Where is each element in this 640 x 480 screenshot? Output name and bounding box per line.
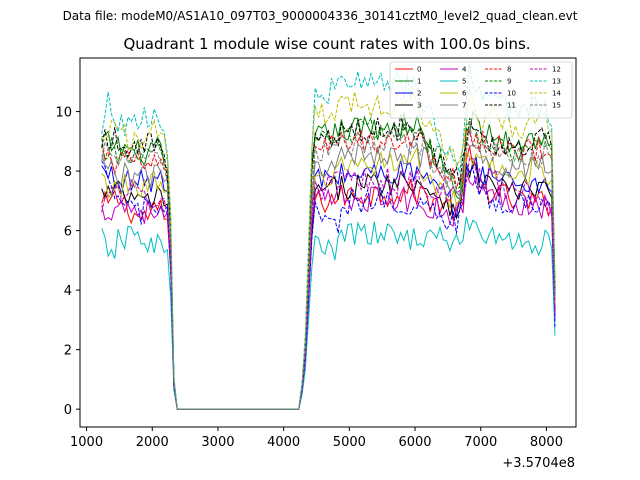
chart-title: Quadrant 1 module wise count rates with …: [123, 35, 530, 53]
legend-label-6: 6: [462, 90, 467, 98]
x-tick-label: 3000: [201, 435, 234, 450]
x-tick-label: 4000: [267, 435, 300, 450]
x-offset-label: +3.5704e8: [502, 456, 575, 471]
series-line-10: [101, 160, 556, 410]
y-tick-label: 2: [64, 344, 72, 359]
axes-frame: [79, 57, 577, 428]
legend-label-13: 13: [552, 78, 561, 86]
x-tick-label: 1000: [70, 435, 103, 450]
y-tick-label: 4: [64, 284, 72, 299]
legend-label-5: 5: [462, 78, 466, 86]
series-line-15: [101, 122, 556, 410]
y-tick-label: 8: [64, 165, 72, 180]
x-tick-label: 5000: [333, 435, 366, 450]
legend-label-3: 3: [417, 102, 421, 110]
legend-label-2: 2: [417, 90, 421, 98]
legend-label-0: 0: [417, 66, 421, 74]
x-tick-label: 8000: [530, 435, 563, 450]
suptitle: Data file: modeM0/AS1A10_097T03_90000043…: [63, 9, 578, 23]
y-tick-label: 0: [64, 403, 72, 418]
legend-label-1: 1: [417, 78, 421, 86]
legend-label-10: 10: [507, 90, 516, 98]
y-tick-label: 10: [55, 106, 72, 121]
x-tick-label: 7000: [464, 435, 497, 450]
series-line-14: [101, 89, 556, 410]
legend-label-12: 12: [552, 66, 561, 74]
y-tick-label: 6: [64, 225, 72, 240]
legend-label-8: 8: [507, 66, 511, 74]
legend-label-15: 15: [552, 102, 561, 110]
legend-label-4: 4: [462, 66, 467, 74]
legend-label-11: 11: [507, 102, 516, 110]
legend-label-14: 14: [552, 90, 561, 98]
legend-box: [389, 61, 573, 119]
legend-label-9: 9: [507, 78, 511, 86]
legend-label-7: 7: [462, 102, 466, 110]
series-line-8: [101, 129, 556, 410]
x-tick-label: 2000: [136, 435, 169, 450]
x-tick-label: 6000: [398, 435, 431, 450]
